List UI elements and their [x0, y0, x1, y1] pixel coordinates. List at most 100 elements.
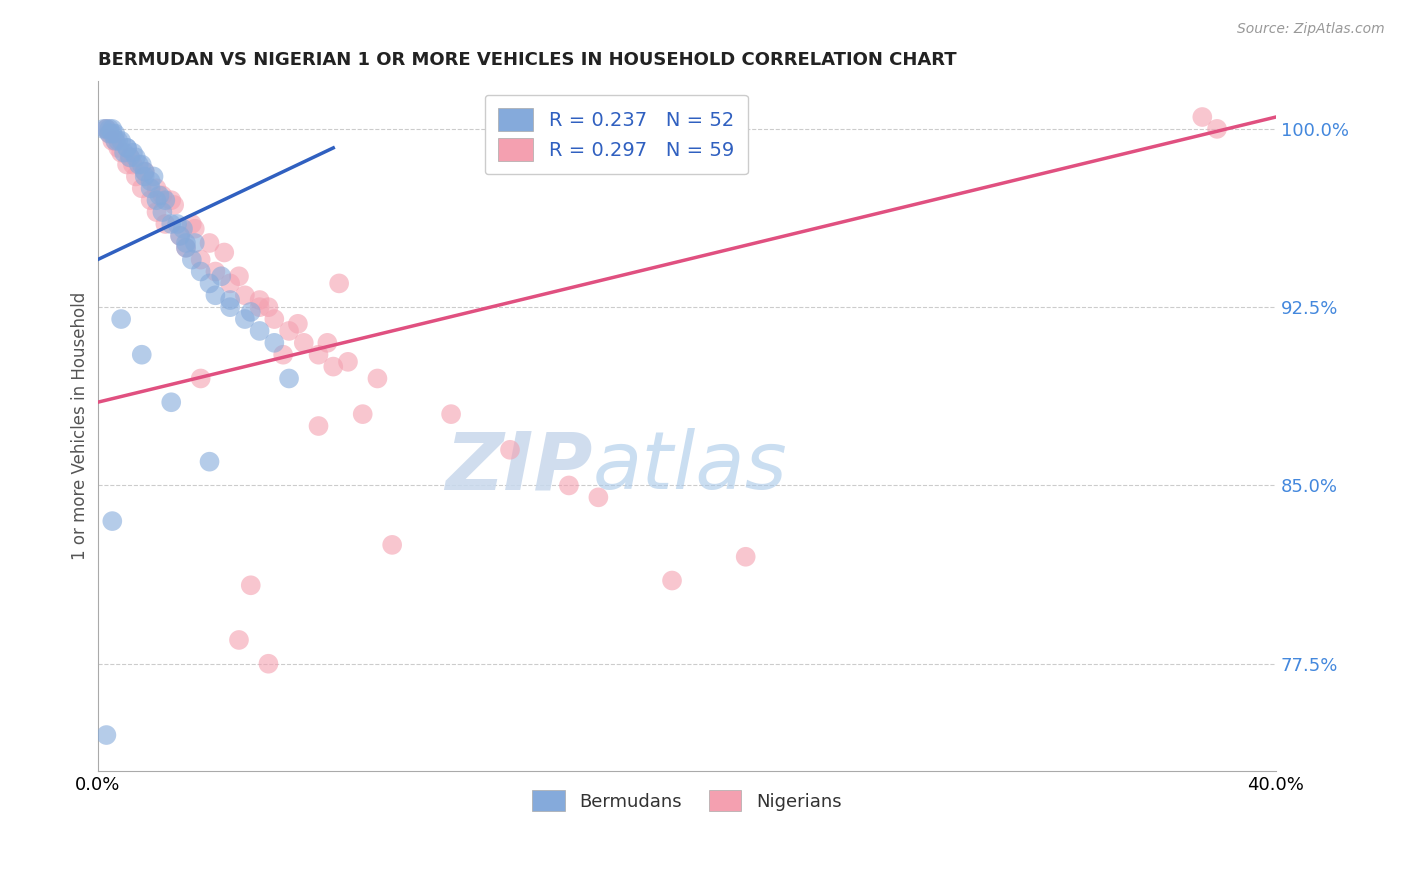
Point	[160, 217, 183, 231]
Point	[440, 407, 463, 421]
Point	[160, 395, 183, 409]
Point	[263, 312, 285, 326]
Point	[190, 252, 212, 267]
Y-axis label: 1 or more Vehicles in Household: 1 or more Vehicles in Household	[72, 292, 89, 560]
Point	[588, 491, 610, 505]
Point	[190, 371, 212, 385]
Point	[155, 217, 177, 231]
Point	[145, 193, 167, 207]
Point	[1206, 121, 1229, 136]
Point	[366, 371, 388, 385]
Point	[101, 134, 124, 148]
Point	[125, 150, 148, 164]
Point	[198, 277, 221, 291]
Point	[125, 169, 148, 184]
Point	[96, 728, 118, 742]
Point	[115, 157, 138, 171]
Point	[112, 145, 135, 160]
Point	[257, 300, 280, 314]
Point	[316, 335, 339, 350]
Point	[328, 277, 350, 291]
Point	[352, 407, 374, 421]
Point	[180, 217, 202, 231]
Text: BERMUDAN VS NIGERIAN 1 OR MORE VEHICLES IN HOUSEHOLD CORRELATION CHART: BERMUDAN VS NIGERIAN 1 OR MORE VEHICLES …	[97, 51, 956, 69]
Point	[115, 141, 138, 155]
Point	[219, 277, 242, 291]
Point	[128, 157, 150, 171]
Point	[107, 141, 129, 155]
Point	[101, 121, 124, 136]
Point	[499, 442, 522, 457]
Point	[271, 348, 294, 362]
Point	[249, 300, 271, 314]
Point	[134, 164, 156, 178]
Point	[142, 169, 165, 184]
Point	[150, 205, 173, 219]
Point	[98, 121, 121, 136]
Point	[184, 235, 207, 250]
Point	[101, 514, 124, 528]
Point	[322, 359, 344, 374]
Point	[212, 245, 235, 260]
Point	[174, 241, 197, 255]
Point	[96, 121, 118, 136]
Point	[131, 348, 153, 362]
Point	[308, 419, 330, 434]
Point	[292, 335, 315, 350]
Point	[278, 371, 301, 385]
Point	[139, 181, 162, 195]
Point	[661, 574, 683, 588]
Point	[228, 269, 250, 284]
Point	[148, 188, 170, 202]
Point	[180, 252, 202, 267]
Point	[169, 228, 191, 243]
Point	[145, 205, 167, 219]
Point	[184, 221, 207, 235]
Point	[150, 188, 173, 202]
Point	[204, 288, 226, 302]
Legend: Bermudans, Nigerians: Bermudans, Nigerians	[519, 778, 853, 823]
Point	[734, 549, 756, 564]
Point	[98, 127, 121, 141]
Point	[118, 150, 141, 164]
Point	[101, 127, 124, 141]
Point	[219, 300, 242, 314]
Point	[163, 198, 186, 212]
Point	[104, 134, 127, 148]
Point	[233, 312, 256, 326]
Point	[155, 193, 177, 207]
Point	[122, 157, 145, 171]
Point	[204, 264, 226, 278]
Point	[278, 324, 301, 338]
Point	[160, 193, 183, 207]
Point	[104, 134, 127, 148]
Point	[233, 288, 256, 302]
Point	[198, 455, 221, 469]
Point	[219, 293, 242, 307]
Point	[110, 312, 132, 326]
Point	[166, 217, 188, 231]
Point	[93, 121, 115, 136]
Point	[131, 157, 153, 171]
Point	[98, 127, 121, 141]
Point	[336, 355, 359, 369]
Point	[257, 657, 280, 671]
Point	[190, 264, 212, 278]
Point	[381, 538, 404, 552]
Point	[96, 121, 118, 136]
Point	[134, 164, 156, 178]
Point	[115, 141, 138, 155]
Text: ZIP: ZIP	[446, 428, 592, 507]
Point	[174, 241, 197, 255]
Point	[145, 181, 167, 195]
Point	[104, 127, 127, 141]
Point	[131, 181, 153, 195]
Point	[172, 221, 194, 235]
Point	[169, 228, 191, 243]
Point	[110, 134, 132, 148]
Point	[1191, 110, 1213, 124]
Point	[134, 169, 156, 184]
Point	[118, 150, 141, 164]
Text: Source: ZipAtlas.com: Source: ZipAtlas.com	[1237, 22, 1385, 37]
Point	[122, 145, 145, 160]
